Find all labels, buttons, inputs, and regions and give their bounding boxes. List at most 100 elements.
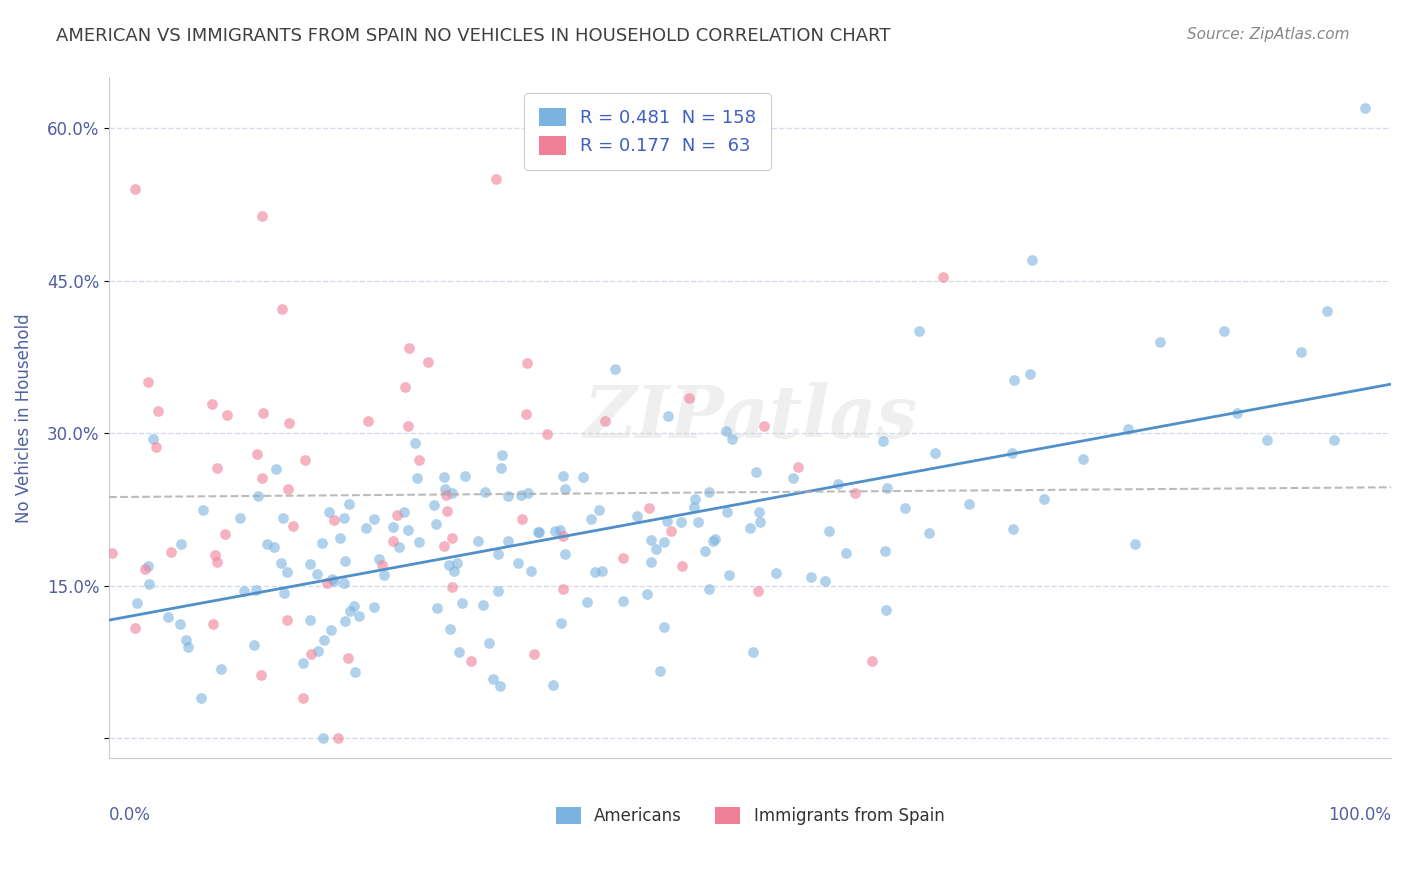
Point: [245, 583, 267, 598]
Point: [702, 533, 724, 548]
Point: [446, 556, 468, 570]
Point: [209, 662, 232, 676]
Text: AMERICAN VS IMMIGRANTS FROM SPAIN NO VEHICLES IN HOUSEHOLD CORRELATION CHART: AMERICAN VS IMMIGRANTS FROM SPAIN NO VEH…: [56, 27, 891, 45]
Point: [516, 486, 538, 500]
Point: [250, 668, 273, 682]
Point: [1149, 334, 1171, 349]
Point: [1001, 446, 1024, 460]
Point: [434, 488, 457, 502]
Point: [588, 503, 610, 517]
Point: [439, 622, 461, 636]
Point: [136, 376, 159, 390]
Point: [638, 500, 661, 515]
Point: [844, 485, 866, 500]
Point: [388, 540, 411, 554]
Point: [298, 557, 321, 571]
Point: [860, 654, 883, 668]
Point: [800, 569, 823, 583]
Point: [876, 481, 898, 495]
Point: [277, 482, 299, 496]
Point: [657, 409, 679, 423]
Point: [576, 595, 599, 609]
Point: [145, 441, 167, 455]
Point: [215, 408, 238, 422]
Point: [1291, 344, 1313, 359]
Point: [138, 577, 160, 591]
Point: [496, 534, 519, 549]
Point: [229, 511, 252, 525]
Point: [486, 583, 509, 598]
Point: [333, 575, 356, 590]
Point: [440, 485, 463, 500]
Point: [491, 460, 513, 475]
Point: [485, 172, 508, 186]
Point: [124, 621, 146, 635]
Point: [827, 477, 849, 491]
Point: [408, 534, 430, 549]
Point: [714, 425, 737, 439]
Point: [273, 511, 295, 525]
Point: [1354, 101, 1376, 115]
Point: [765, 566, 787, 581]
Point: [273, 586, 295, 600]
Point: [752, 418, 775, 433]
Point: [782, 471, 804, 485]
Point: [593, 414, 616, 428]
Point: [256, 537, 278, 551]
Point: [398, 341, 420, 355]
Legend: Americans, Immigrants from Spain: Americans, Immigrants from Spain: [550, 800, 950, 831]
Point: [835, 546, 858, 560]
Point: [329, 532, 352, 546]
Point: [626, 509, 648, 524]
Point: [250, 209, 273, 223]
Point: [1213, 325, 1236, 339]
Point: [101, 546, 124, 560]
Point: [491, 448, 513, 462]
Point: [536, 426, 558, 441]
Point: [319, 623, 342, 637]
Point: [342, 599, 364, 613]
Point: [654, 534, 676, 549]
Point: [1071, 451, 1094, 466]
Point: [510, 512, 533, 526]
Point: [652, 620, 675, 634]
Point: [202, 617, 225, 632]
Point: [543, 678, 565, 692]
Point: [1323, 433, 1346, 447]
Point: [326, 731, 349, 745]
Point: [644, 541, 666, 556]
Point: [277, 416, 299, 430]
Point: [516, 356, 538, 370]
Point: [1032, 491, 1054, 506]
Point: [551, 529, 574, 543]
Point: [1018, 367, 1040, 381]
Point: [1226, 406, 1249, 420]
Point: [740, 521, 762, 535]
Point: [335, 614, 357, 628]
Point: [333, 553, 356, 567]
Point: [332, 511, 354, 525]
Point: [554, 482, 576, 496]
Point: [252, 471, 274, 485]
Point: [314, 633, 336, 648]
Point: [263, 540, 285, 554]
Point: [344, 665, 367, 679]
Point: [471, 598, 494, 612]
Point: [489, 679, 512, 693]
Point: [460, 654, 482, 668]
Point: [134, 562, 156, 576]
Point: [201, 396, 224, 410]
Point: [190, 691, 212, 706]
Point: [498, 489, 520, 503]
Point: [142, 432, 165, 446]
Point: [124, 182, 146, 196]
Point: [298, 613, 321, 627]
Point: [1021, 253, 1043, 268]
Point: [363, 599, 385, 614]
Point: [396, 418, 419, 433]
Point: [436, 504, 458, 518]
Point: [718, 568, 741, 582]
Point: [581, 511, 603, 525]
Point: [299, 648, 322, 662]
Point: [467, 533, 489, 548]
